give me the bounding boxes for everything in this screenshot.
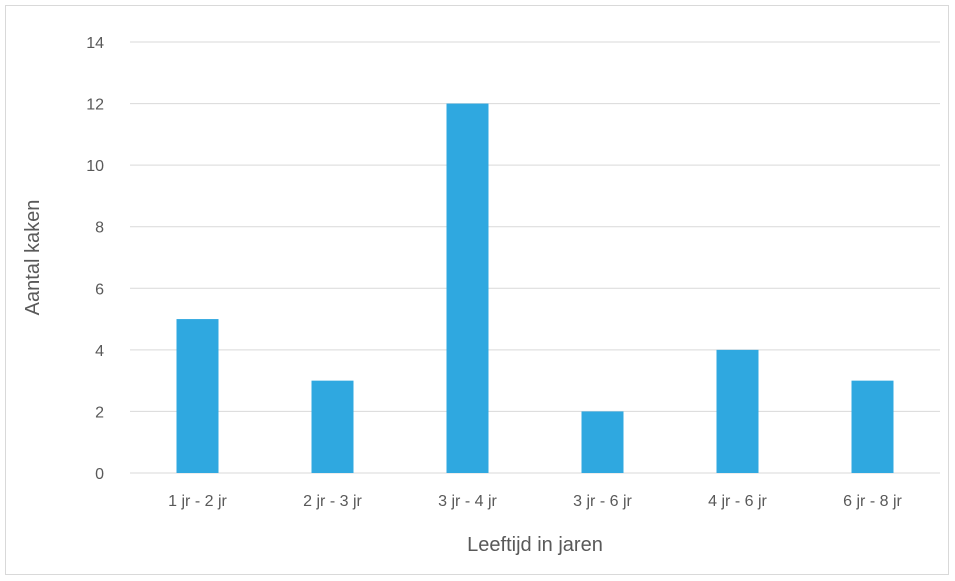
y-tick-label: 6 (95, 281, 104, 298)
y-tick-label: 0 (95, 466, 104, 483)
bar (581, 411, 624, 473)
x-axis-title: Leeftijd in jaren (467, 534, 603, 556)
x-tick-label: 2 jr - 3 jr (303, 493, 362, 510)
x-axis-ticks: 1 jr - 2 jr 2 jr - 3 jr 3 jr - 4 jr 3 jr - … (168, 493, 902, 510)
y-tick-label: 4 (95, 343, 104, 360)
x-tick-label: 3 jr - 4 jr (438, 493, 497, 510)
bars (176, 103, 894, 474)
bar (176, 319, 219, 473)
x-tick-label: 4 jr - 6 jr (708, 493, 767, 510)
bar (446, 103, 489, 474)
x-tick-label: 3 jr - 6 jr (573, 493, 632, 510)
bar (311, 380, 354, 473)
y-tick-label: 14 (86, 35, 104, 52)
y-tick-label: 10 (86, 158, 104, 175)
bar (716, 349, 759, 473)
y-axis-title: Aantal kaken (22, 200, 44, 316)
gridlines (130, 41, 940, 474)
y-axis-ticks: 0 2 4 6 8 10 12 14 (86, 35, 104, 483)
y-tick-label: 8 (95, 220, 104, 237)
bar (851, 380, 894, 473)
x-tick-label: 6 jr - 8 jr (843, 493, 902, 510)
y-tick-label: 12 (86, 97, 104, 114)
x-tick-label: 1 jr - 2 jr (168, 493, 227, 510)
y-tick-label: 2 (95, 404, 104, 421)
